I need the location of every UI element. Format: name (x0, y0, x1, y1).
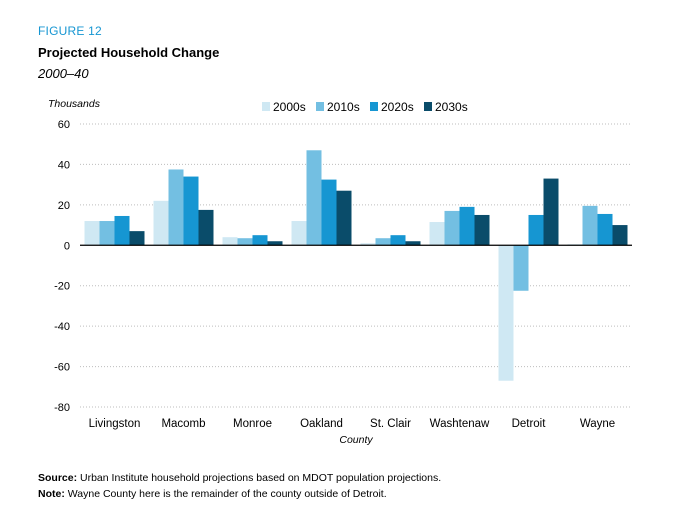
y-tick-label: 60 (58, 119, 70, 131)
note-line: Note: Wayne County here is the remainder… (38, 486, 441, 502)
bar-2010s (168, 169, 184, 246)
legend-label: 2000s (273, 100, 306, 114)
x-tick-label: Oakland (300, 418, 343, 430)
legend-label: 2010s (327, 100, 360, 114)
bar-2020s (321, 179, 337, 246)
y-tick-label: -20 (54, 281, 70, 293)
bar-2020s (183, 176, 199, 246)
bar-2010s (99, 221, 115, 246)
y-axis-label: Thousands (48, 98, 101, 110)
bar-2010s (306, 150, 322, 246)
y-tick-label: -80 (54, 402, 70, 414)
source-line: Source: Urban Institute household projec… (38, 470, 441, 486)
legend-label: 2030s (435, 100, 468, 114)
x-tick-label: Wayne (580, 418, 615, 430)
x-tick-label: Livingston (89, 418, 141, 430)
bar-2030s (474, 214, 490, 246)
y-tick-label: 0 (64, 240, 70, 252)
bar-2030s (129, 231, 145, 246)
bar-chart: 60 40 20 0 -20 -40 -60 -80 Thousands Livingston Ma… (48, 98, 632, 446)
x-axis-label: County (339, 434, 373, 446)
bar-2030s (336, 190, 352, 246)
bar-2030s (267, 241, 283, 246)
note-label: Note: (38, 488, 65, 500)
chart-subtitle: 2000–40 (38, 66, 89, 81)
y-tick-label: 40 (58, 159, 70, 171)
bar-2030s (612, 225, 628, 246)
bar-2020s (252, 235, 268, 246)
legend-swatch-2020s (370, 102, 378, 111)
bar-2020s (459, 206, 475, 246)
bar-2020s (597, 213, 613, 246)
bar-2020s (528, 214, 544, 246)
y-tick-label: -40 (54, 321, 70, 333)
bar-2030s (198, 209, 214, 246)
bar-2000s (222, 237, 238, 246)
chart-notes: Source: Urban Institute household projec… (38, 470, 441, 502)
bar-2010s (582, 205, 598, 246)
x-tick-label: Washtenaw (430, 418, 490, 430)
bar-2000s (153, 200, 169, 246)
x-tick-label: St. Clair (370, 418, 411, 430)
legend-swatch-2030s (424, 102, 432, 111)
source-label: Source: (38, 472, 78, 484)
bar-2000s (84, 221, 100, 246)
bar-2030s (543, 178, 559, 246)
bar-2020s (390, 235, 406, 246)
chart-title: Projected Household Change (38, 45, 220, 60)
bar-2010s (513, 245, 529, 291)
note-text: Wayne County here is the remainder of th… (67, 488, 387, 500)
x-tick-label: Macomb (161, 418, 205, 430)
x-tick-label: Monroe (233, 418, 272, 430)
bar-2010s (444, 210, 460, 246)
legend-label: 2020s (381, 100, 414, 114)
y-tick-label: 20 (58, 200, 70, 212)
figure-label: FIGURE 12 (38, 24, 102, 38)
bar-2010s (237, 238, 253, 246)
bar-2030s (405, 241, 421, 246)
bar-2000s (429, 222, 445, 246)
bar-2000s (360, 243, 376, 246)
bar-2020s (114, 215, 130, 246)
legend-swatch-2000s (262, 102, 270, 111)
bar-2000s (498, 245, 514, 381)
legend-swatch-2010s (316, 102, 324, 111)
bar-2010s (375, 238, 391, 246)
source-text: Urban Institute household projections ba… (80, 472, 442, 484)
bar-2000s (291, 221, 307, 246)
y-tick-label: -60 (54, 362, 70, 374)
x-tick-label: Detroit (512, 418, 547, 430)
